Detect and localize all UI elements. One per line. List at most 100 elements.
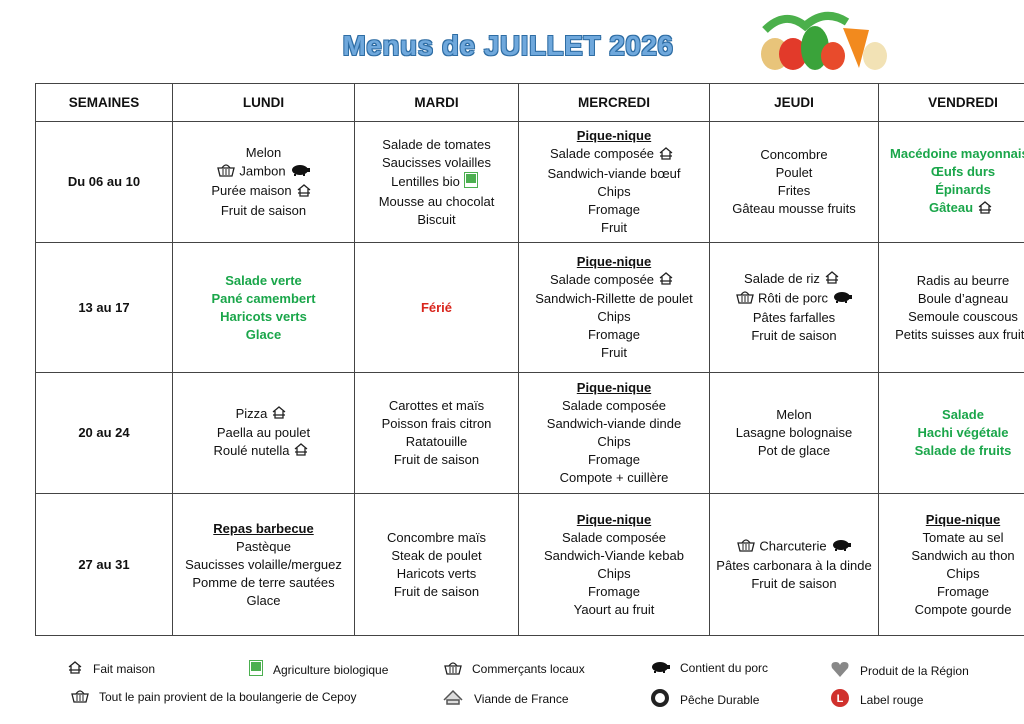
icon-basket bbox=[217, 162, 236, 182]
vegetables-illustration bbox=[761, 12, 887, 70]
menu-item: Mousse au chocolat bbox=[378, 193, 495, 209]
menu-cell: Concombre Poulet Frites Gâteau mousse fruit… bbox=[709, 121, 879, 243]
menu-line: Fruit de saison bbox=[714, 327, 874, 345]
menu-item: Férié bbox=[420, 299, 453, 315]
legend-label: Commerçants locaux bbox=[472, 662, 585, 676]
week-row: 20 au 24 Pizza Paella au poulet Roulé nutel… bbox=[35, 372, 1024, 494]
menu-cell: Charcuterie Pâtes carbonara à la dinde Fru… bbox=[709, 493, 879, 636]
legend-icon: L bbox=[830, 688, 850, 711]
menu-item: Haricots verts bbox=[220, 308, 307, 324]
menu-item: Pâtes farfalles bbox=[752, 310, 836, 326]
menu-item: Fromage bbox=[587, 201, 641, 217]
menu-line: Pique-nique bbox=[523, 511, 705, 529]
menu-item: Glace bbox=[245, 326, 282, 342]
week-label: 27 au 31 bbox=[35, 493, 173, 636]
menu-item: Steak de poulet bbox=[391, 547, 482, 563]
menu-item: Sandwich-Viande kebab bbox=[544, 547, 684, 563]
menu-item: Jambon bbox=[239, 163, 286, 179]
menu-item: Tomate au sel bbox=[922, 529, 1004, 545]
legend-label: Viande de France bbox=[474, 691, 569, 706]
week-label: 20 au 24 bbox=[35, 372, 173, 494]
menu-item: Fruit bbox=[601, 345, 627, 361]
menu-item: Sandwich-Rillette de poulet bbox=[535, 291, 693, 307]
menu-line: Semoule couscous bbox=[883, 308, 1024, 326]
menu-line: Épinards bbox=[883, 181, 1024, 199]
menu-line: Petits suisses aux fruits bbox=[883, 326, 1024, 344]
menu-line: Pané camembert bbox=[177, 290, 350, 308]
menu-line: Haricots verts bbox=[359, 565, 514, 583]
icon-ab bbox=[463, 171, 478, 193]
menu-line: Saucisses volaille/merguez bbox=[177, 556, 350, 574]
column-header: MERCREDI bbox=[518, 83, 710, 122]
menu-item: Œufs durs bbox=[930, 164, 996, 180]
menu-line: Fromage bbox=[883, 583, 1024, 601]
menu-line: Fruit de saison bbox=[177, 202, 350, 220]
icon-house bbox=[271, 405, 287, 424]
menu-line: Roulé nutella bbox=[177, 442, 350, 461]
menu-item: Paella au poulet bbox=[216, 425, 311, 440]
menu-item: Melon bbox=[776, 407, 812, 422]
legend-icon bbox=[71, 688, 89, 706]
menu-item: Purée maison bbox=[211, 183, 292, 199]
icon-house bbox=[977, 200, 993, 219]
icon-basket bbox=[736, 289, 754, 309]
legend-label: Tout le pain provient de la boulangerie … bbox=[99, 690, 357, 704]
menu-item: Chips bbox=[597, 309, 631, 325]
menu-item: Chips bbox=[946, 565, 980, 581]
icon-basket bbox=[737, 537, 756, 557]
legend-item: Pêche Durable bbox=[646, 688, 759, 711]
menu-cell: Concombre maïs Steak de poulet Haricots ve… bbox=[354, 493, 519, 636]
menu-line: Pomme de terre sautées bbox=[177, 574, 350, 592]
column-header: JEUDI bbox=[709, 83, 879, 122]
menu-item: Petits suisses aux fruits bbox=[895, 326, 1024, 342]
menu-line: Concombre bbox=[714, 146, 874, 164]
menu-item: Fruit bbox=[601, 219, 627, 235]
menu-line: Haricots verts bbox=[177, 308, 350, 326]
menu-cell: Melon Jambon Purée maison Fruit de saison bbox=[172, 121, 355, 243]
menu-item: Biscuit bbox=[417, 211, 456, 227]
menu-item: Radis au beurre bbox=[916, 272, 1010, 288]
menu-line: Purée maison bbox=[177, 182, 350, 201]
menu-item: Salade composée bbox=[561, 398, 667, 413]
menu-item: Roulé nutella bbox=[213, 443, 290, 458]
menu-item: Concombre bbox=[760, 147, 828, 162]
menu-line: Gâteau bbox=[883, 199, 1024, 218]
legend-label: Agriculture biologique bbox=[273, 662, 389, 677]
menu-line: Concombre maïs bbox=[359, 529, 514, 547]
menu-line: Frites bbox=[714, 182, 874, 200]
menu-cell: Férié bbox=[354, 242, 519, 373]
legend-item: Commerçants locaux bbox=[440, 660, 585, 678]
menu-line: Rôti de porc bbox=[714, 289, 874, 309]
week-row: Du 06 au 10 Melon Jambon Purée maison Fruit … bbox=[35, 121, 1024, 243]
menu-cell: Pique-nique Salade composée Sandwich-Viand… bbox=[518, 493, 710, 636]
menu-line: Sandwich-Viande kebab bbox=[523, 547, 705, 565]
menu-item: Saucisses volailles bbox=[381, 154, 492, 170]
legend-item: Produit de la Région bbox=[826, 660, 969, 681]
legend-item: Viande de France bbox=[438, 688, 569, 709]
menu-line: Compote gourde bbox=[883, 601, 1024, 619]
menu-line: Pâtes farfalles bbox=[714, 309, 874, 327]
menu-line: Melon bbox=[177, 144, 350, 162]
menu-line: Fromage bbox=[523, 201, 705, 219]
menu-line: Salade composée bbox=[523, 529, 705, 547]
menu-cell: Melon Lasagne bolognaise Pot de glace bbox=[709, 372, 879, 494]
menu-item: Fromage bbox=[587, 327, 641, 343]
menu-line: Fruit bbox=[523, 219, 705, 237]
menu-item: Épinards bbox=[935, 182, 991, 198]
menu-item: Semoule couscous bbox=[908, 308, 1018, 324]
menu-line: Pot de glace bbox=[714, 442, 874, 460]
menu-line: Sandwich-viande dinde bbox=[523, 415, 705, 433]
menu-line: Fruit de saison bbox=[359, 451, 514, 469]
menu-line: Charcuterie bbox=[714, 537, 874, 557]
menu-item: Frites bbox=[777, 183, 811, 198]
menu-line: Pique-nique bbox=[523, 127, 705, 145]
legend-icon bbox=[444, 660, 462, 678]
menu-line: Hachi végétale bbox=[883, 424, 1024, 442]
menu-item: Haricots verts bbox=[396, 565, 477, 581]
legend-icon bbox=[67, 660, 83, 677]
menu-line: Mousse au chocolat bbox=[359, 193, 514, 211]
header-row: SEMAINES LUNDI MARDI MERCREDI JEUDI VENDREDI bbox=[35, 83, 1024, 122]
menu-cell: Carottes et maïs Poisson frais citron Rata… bbox=[354, 372, 519, 494]
legend-icon bbox=[442, 688, 464, 709]
